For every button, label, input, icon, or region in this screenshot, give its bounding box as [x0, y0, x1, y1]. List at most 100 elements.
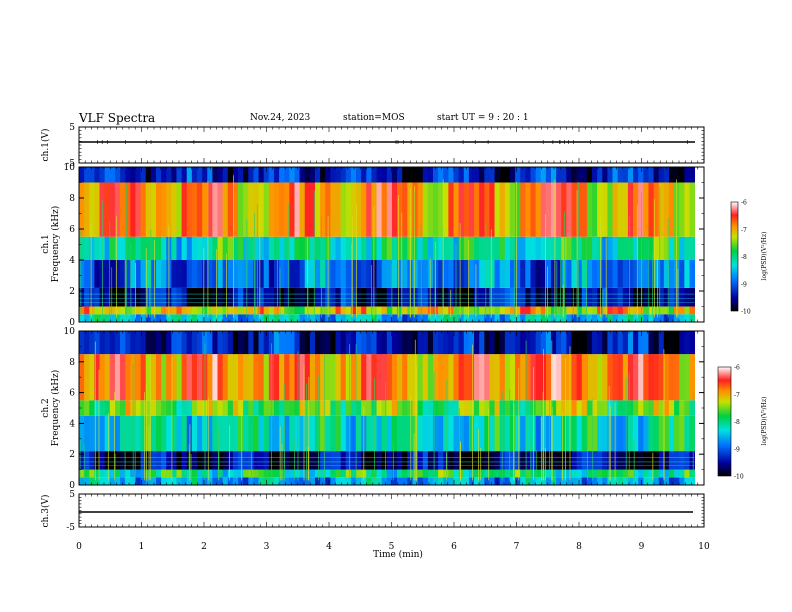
ch1-spec-cell: [253, 236, 259, 260]
ch1-spec-cell: [176, 236, 182, 260]
ch2-spec-cell: [325, 415, 331, 452]
ch1-spec-cell: [638, 167, 644, 183]
ch2-spec-cell: [171, 331, 177, 355]
ch2-spec-cell: [550, 451, 557, 470]
ch1-spec-cell: [412, 314, 418, 322]
ch2-spec-cell: [345, 400, 352, 416]
ch2-spec-cell: [504, 451, 511, 470]
ch1-spec-cell: [181, 287, 188, 307]
ch1-spec-cell: [417, 236, 424, 260]
ch1-spec-cell: [340, 236, 347, 260]
ch1-spec-cell: [320, 260, 326, 288]
ch1-spec-cell: [417, 314, 424, 322]
ch1-spec-cell: [109, 182, 116, 237]
ch2-spec-cell: [504, 400, 511, 416]
ch1-spec-cell: [633, 167, 639, 183]
ch2-spec-cell: [489, 400, 495, 416]
ch1-spec-cell: [381, 236, 388, 260]
ch2-spec-cell: [114, 415, 121, 452]
ch1-spec-cell: [176, 167, 182, 183]
ch1-spec-cell: [289, 287, 295, 307]
ch1-spec-cell: [155, 306, 162, 315]
ch2-spec-cell: [248, 400, 254, 416]
ch1-spec-cell: [140, 287, 147, 307]
station-label: station=MOS: [343, 113, 405, 123]
ch2-spec-cell: [366, 469, 372, 478]
colorbar-ch1-tick-label: -6: [741, 200, 747, 207]
ch1-spec-cell: [422, 182, 429, 237]
ch2-spec-cell: [468, 451, 475, 470]
ch2-spec-cell: [325, 354, 331, 401]
ch1-spec-cell: [515, 287, 521, 307]
ch2-spec-cell: [391, 469, 398, 478]
ch1-spec-cell: [617, 314, 624, 322]
ch1-spec-cell: [633, 306, 639, 315]
ch1-spec-cell: [268, 236, 275, 260]
ch1-spec-cell: [238, 182, 244, 237]
ch2-spec-cell: [427, 354, 434, 401]
ch1-spec-cell: [581, 260, 588, 288]
ch2-spec-cell: [243, 451, 249, 470]
ch2-spec-cell: [325, 331, 331, 355]
ch2-spec-cell: [443, 451, 449, 470]
ch2-spec-cell: [273, 469, 280, 478]
ch2-spec-cell: [314, 451, 321, 470]
ch2-spec-cell: [191, 477, 198, 485]
ch1-spec-cell: [273, 167, 280, 183]
ch1-spec-cell: [94, 182, 100, 237]
ch2-spec-cell: [79, 331, 85, 355]
ch2-spec-cell: [161, 451, 167, 470]
ch2-spec-cell: [443, 415, 449, 452]
ch2-spec-cell: [84, 477, 90, 485]
ch2-spec-cell: [494, 415, 501, 452]
ch1-spec-cell: [438, 287, 444, 307]
colorbar-ch1-label: log(PSD)(V²/Hz): [761, 232, 768, 281]
ch2-spec-cell: [407, 354, 413, 401]
x-tick-label: 8: [576, 542, 582, 552]
ch2-spec-cell: [638, 469, 644, 478]
ch1-spec-cell: [171, 260, 177, 288]
ch2-spec-cell: [320, 415, 326, 452]
ch1-spec-cell: [191, 236, 198, 260]
ch2-spec-cell: [150, 477, 157, 485]
ch2-spec-cell: [350, 331, 357, 355]
ch2-spec-cell: [643, 400, 649, 416]
ch2-spec-cell: [222, 451, 229, 470]
ch1-spec-cell: [171, 306, 177, 315]
ch1-spec-cell: [458, 182, 465, 237]
ch1-spec-cell: [638, 236, 644, 260]
ch2-spec-cell: [520, 331, 526, 355]
ch1-spec-cell: [150, 287, 157, 307]
ch2-spec-cell: [79, 451, 85, 470]
ch1-spec-cell: [232, 167, 239, 183]
ch2-spec-cell: [253, 477, 259, 485]
ch1-spec-cell: [320, 306, 326, 315]
ch2-spec-cell: [407, 415, 413, 452]
ch1-spec-cell: [79, 236, 85, 260]
ch1-spec-cell: [566, 287, 572, 307]
ch1-spec-cell: [617, 167, 624, 183]
ch1-spec-cell: [474, 260, 480, 288]
ch2-spec-cell: [176, 469, 182, 478]
ch2-spec-cell: [633, 354, 639, 401]
ch1-spec-cell: [258, 314, 265, 322]
ch2-spec-cell: [109, 400, 116, 416]
ch1-spec-ytick-label: 0: [69, 318, 75, 328]
ch2-spec-cell: [109, 331, 116, 355]
ch2-spec-cell: [304, 451, 311, 470]
ch1-spec-cell: [202, 167, 208, 183]
ch1-spec-cell: [314, 287, 321, 307]
ch2-spec-cell: [207, 400, 213, 416]
ch2-spec-cell: [145, 354, 152, 401]
ch1-spec-cell: [207, 167, 213, 183]
ch2-spec-cell: [376, 354, 383, 401]
ch2-spec-cell: [397, 331, 403, 355]
ch1-spec-cell: [427, 306, 434, 315]
ch1-spec-cell: [509, 236, 516, 260]
ch2-spec-cell: [571, 469, 578, 478]
ch1-ytick-label: 5: [69, 123, 75, 133]
x-axis-label: Time (min): [373, 549, 423, 560]
ch2-spec-cell: [340, 477, 347, 485]
ch1-spec-cell: [258, 287, 265, 307]
ch1-spec-cell: [397, 236, 403, 260]
